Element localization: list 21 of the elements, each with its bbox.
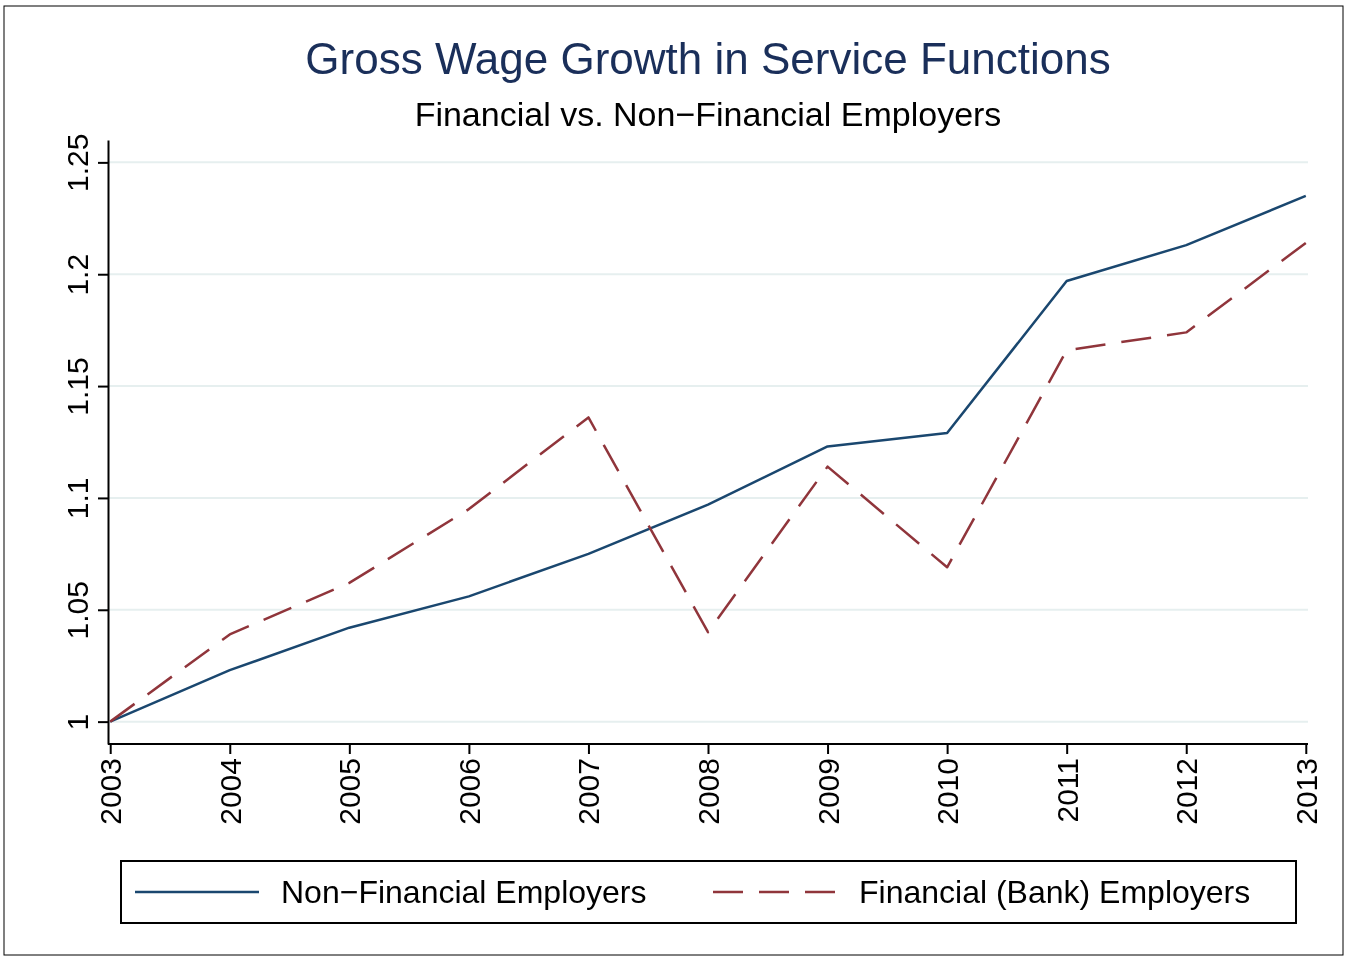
x-tick-label: 2008 xyxy=(692,758,725,825)
x-tick-label: 2010 xyxy=(931,758,965,825)
y-tick-label: 1.05 xyxy=(61,581,94,640)
legend-label: Financial (Bank) Employers xyxy=(859,874,1251,910)
y-tick-label: 1.15 xyxy=(61,357,94,416)
x-tick-label: 2004 xyxy=(213,758,247,825)
y-tick-label: 1.1 xyxy=(61,477,94,520)
x-tick-label: 2009 xyxy=(811,758,845,825)
chart-title: Gross Wage Growth in Service Functions xyxy=(305,34,1111,83)
y-tick-label: 1.2 xyxy=(61,253,94,296)
chart-subtitle: Financial vs. Non−Financial Employers xyxy=(414,95,1002,133)
x-tick-label: 2003 xyxy=(94,758,128,825)
x-tick-label: 2005 xyxy=(333,758,367,825)
x-tick-label: 2012 xyxy=(1170,758,1204,825)
y-tick-label: 1.25 xyxy=(61,133,94,193)
y-tick-label: 1 xyxy=(61,713,94,731)
legend-label: Non−Financial Employers xyxy=(281,874,647,910)
x-tick-label: 2006 xyxy=(452,758,486,825)
x-tick-label: 2011 xyxy=(1050,758,1084,823)
x-tick-label: 2007 xyxy=(572,758,606,825)
x-tick-label: 2013 xyxy=(1289,758,1323,825)
